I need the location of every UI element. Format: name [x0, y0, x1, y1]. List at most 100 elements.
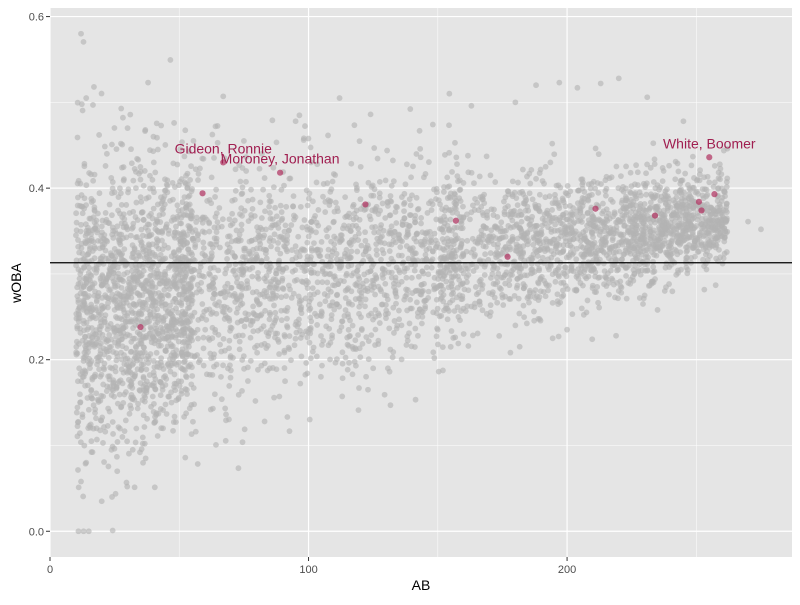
data-point — [468, 102, 475, 109]
data-point — [117, 241, 124, 248]
data-point — [281, 347, 288, 354]
data-point — [138, 272, 145, 278]
data-point — [106, 266, 113, 272]
data-point — [134, 349, 141, 356]
data-point — [75, 266, 82, 273]
data-point — [243, 316, 249, 322]
data-point — [401, 296, 408, 303]
data-point — [215, 267, 222, 274]
data-point — [590, 216, 597, 223]
data-point — [80, 38, 87, 45]
data-point — [529, 196, 536, 203]
data-point — [207, 241, 214, 247]
data-point — [372, 207, 379, 213]
data-point — [253, 255, 260, 262]
data-point — [83, 182, 90, 189]
data-point — [454, 304, 461, 311]
data-point — [239, 332, 246, 339]
data-point — [237, 178, 244, 185]
data-point — [122, 324, 129, 330]
data-point — [235, 391, 242, 398]
data-point — [423, 246, 430, 253]
data-point — [620, 204, 627, 211]
data-point — [377, 225, 384, 231]
data-point — [562, 264, 569, 271]
data-point — [588, 240, 594, 247]
data-point — [226, 216, 233, 223]
highlighted-player-point — [362, 201, 369, 208]
data-point — [125, 290, 132, 297]
data-point — [314, 279, 321, 286]
data-point — [632, 262, 638, 269]
data-point — [712, 282, 719, 289]
data-point — [433, 333, 440, 340]
data-point — [584, 196, 591, 203]
data-point — [128, 348, 135, 355]
data-point — [329, 335, 335, 341]
data-point — [278, 217, 285, 224]
data-point — [90, 214, 97, 220]
data-point — [96, 353, 103, 360]
data-point — [261, 175, 268, 181]
data-point — [241, 426, 248, 433]
data-point — [372, 306, 379, 313]
data-point — [367, 216, 374, 223]
data-point — [101, 143, 108, 150]
data-point — [633, 162, 640, 169]
data-point — [261, 418, 268, 425]
data-point — [625, 239, 632, 246]
data-point — [444, 235, 451, 242]
data-point — [578, 243, 585, 250]
data-point — [679, 204, 686, 211]
data-point — [155, 237, 161, 244]
data-point — [192, 428, 199, 435]
data-point — [313, 229, 319, 236]
data-point — [107, 364, 114, 371]
data-point — [439, 236, 446, 242]
data-point — [174, 161, 181, 168]
data-point — [247, 357, 254, 364]
data-point — [116, 391, 123, 398]
data-point — [346, 333, 353, 340]
data-point — [672, 176, 679, 183]
data-point — [221, 309, 227, 315]
data-point — [659, 178, 666, 185]
data-point — [118, 404, 124, 411]
data-point — [589, 336, 596, 343]
data-point — [239, 190, 246, 197]
data-point — [449, 169, 455, 175]
data-point — [349, 371, 356, 378]
data-point — [356, 138, 363, 145]
data-point — [296, 301, 303, 307]
data-point — [422, 251, 429, 258]
data-point — [331, 246, 338, 253]
data-point — [102, 219, 109, 225]
data-point — [637, 201, 644, 207]
data-point — [600, 200, 606, 207]
data-point — [367, 111, 374, 118]
data-point — [674, 239, 681, 246]
data-point — [552, 278, 559, 285]
data-point — [644, 94, 651, 101]
data-point — [257, 245, 264, 252]
data-point — [683, 249, 690, 255]
data-point — [592, 145, 599, 152]
data-point — [641, 292, 648, 299]
data-point — [310, 344, 317, 351]
data-point — [434, 326, 441, 333]
data-point — [139, 440, 146, 447]
data-point — [171, 413, 178, 420]
data-point — [351, 358, 358, 365]
data-point — [239, 439, 246, 446]
data-point — [394, 322, 401, 329]
data-point — [673, 233, 680, 240]
data-point — [357, 163, 364, 170]
data-point — [241, 323, 248, 330]
data-point — [232, 293, 239, 300]
data-point — [128, 286, 134, 293]
data-point — [459, 225, 466, 232]
data-point — [308, 254, 314, 260]
data-point — [150, 358, 157, 364]
data-point — [425, 288, 432, 295]
data-point — [258, 342, 265, 348]
